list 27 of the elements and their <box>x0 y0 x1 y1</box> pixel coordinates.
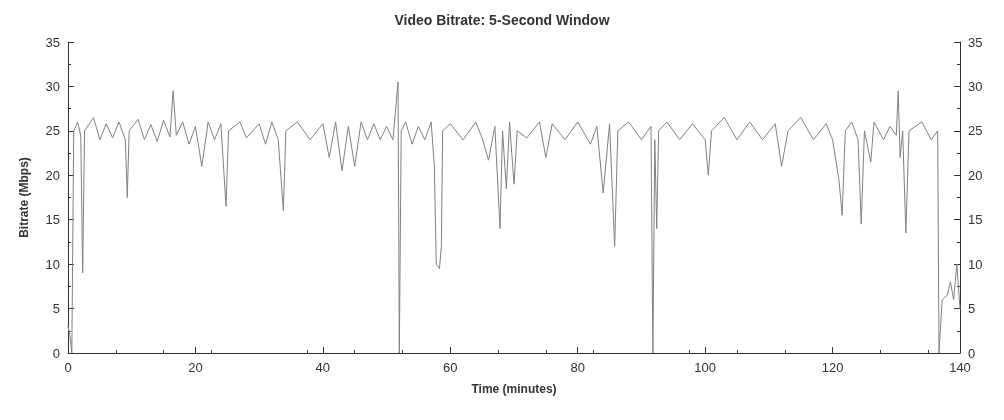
x-tick-label: 140 <box>949 360 971 375</box>
x-tick-label: 60 <box>443 360 458 375</box>
y2-tick-label: 10 <box>968 256 983 272</box>
x-tick-label: 120 <box>821 360 844 375</box>
x-tick-label: 40 <box>315 360 331 375</box>
y-tick-label: 5 <box>52 301 60 317</box>
y2-tick-label: 35 <box>968 34 983 50</box>
y-tick-label: 35 <box>45 34 60 50</box>
y2-tick-label: 30 <box>968 78 983 94</box>
y-axis-title: Bitrate (Mbps) <box>17 157 31 238</box>
x-tick-label: 80 <box>570 360 585 375</box>
y2-tick-label: 15 <box>968 212 983 228</box>
x-axis-title: Time (minutes) <box>471 382 557 396</box>
chart-title: Video Bitrate: 5-Second Window <box>394 12 610 28</box>
y2-tick-label: 5 <box>968 301 976 317</box>
y-tick-label: 10 <box>45 256 60 272</box>
y2-tick-label: 0 <box>968 345 976 361</box>
y2-tick-label: 20 <box>968 167 983 183</box>
y-tick-label: 0 <box>52 345 60 361</box>
y-tick-label: 20 <box>45 167 60 183</box>
x-tick-label: 0 <box>64 360 72 375</box>
y-tick-label: 30 <box>45 78 60 94</box>
y-tick-label: 15 <box>45 212 60 228</box>
x-tick-label: 20 <box>188 360 203 375</box>
y-tick-label: 25 <box>45 123 60 139</box>
y2-tick-label: 25 <box>968 123 983 139</box>
x-tick-label: 100 <box>694 360 716 375</box>
